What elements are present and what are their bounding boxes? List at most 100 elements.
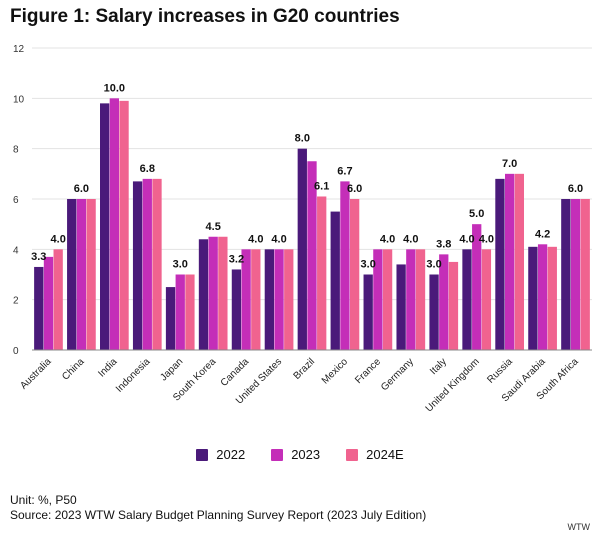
legend-label-2024e: 2024E: [366, 447, 404, 462]
bar-2022-saudi-arabia: [528, 246, 538, 350]
bar-2022-india: [100, 103, 110, 350]
bar-2024e-united-kingdom: [481, 249, 492, 350]
chart-legend: 2022 2023 2024E: [0, 447, 600, 462]
legend-swatch-2023: [271, 448, 284, 461]
source-note: Source: 2023 WTW Salary Budget Planning …: [10, 508, 427, 522]
bar-2023-germany: [406, 249, 416, 350]
data-label: 4.0: [403, 233, 418, 245]
data-label: 7.0: [502, 158, 517, 170]
data-label: 3.0: [361, 259, 376, 271]
data-label: 6.0: [74, 183, 89, 195]
data-label: 3.2: [229, 253, 244, 265]
bar-2023-united-states: [274, 249, 284, 350]
brand-mark: WTW: [567, 522, 591, 532]
bar-2023-south-africa: [570, 199, 581, 350]
data-label: 6.0: [568, 183, 583, 195]
y-tick-label: 8: [13, 145, 19, 156]
bar-2023-mexico: [340, 181, 350, 350]
bar-2022-united-kingdom: [462, 249, 472, 350]
bar-2022-france: [363, 274, 373, 350]
y-tick-label: 0: [13, 346, 19, 357]
bar-2022-germany: [396, 264, 406, 350]
bar-2023-brazil: [307, 161, 317, 350]
x-tick-label: France: [353, 356, 383, 386]
bar-2023-china: [76, 199, 87, 350]
data-label: 8.0: [295, 133, 310, 145]
bar-2024e-saudi-arabia: [547, 246, 557, 350]
bar-2023-france: [373, 249, 383, 350]
bar-2023-india: [109, 98, 120, 350]
x-tick-label: Indonesia: [114, 356, 153, 395]
bar-2022-brazil: [297, 148, 307, 350]
bar-2022-japan: [165, 287, 176, 350]
bar-2024e-canada: [251, 249, 261, 350]
bar-2024e-brazil: [317, 196, 327, 350]
x-tick-label: China: [60, 356, 87, 383]
bar-2023-indonesia: [142, 178, 152, 350]
bar-2023-saudi-arabia: [537, 244, 548, 350]
chart-title: Figure 1: Salary increases in G20 countr…: [10, 6, 400, 27]
x-tick-label: Mexico: [320, 356, 350, 386]
legend-item-2023: 2023: [271, 447, 320, 462]
legend-label-2023: 2023: [291, 447, 321, 462]
bar-2022-australia: [34, 266, 44, 350]
bar-2024e-france: [382, 249, 393, 350]
x-tick-label: Russia: [485, 356, 515, 386]
legend-swatch-2024e: [346, 448, 359, 461]
bar-2023-canada: [241, 249, 251, 350]
data-label: 3.0: [173, 259, 188, 271]
bar-2023-russia: [504, 173, 515, 350]
bar-2022-mexico: [330, 211, 340, 350]
data-label: 3.3: [31, 251, 46, 263]
bar-2023-australia: [43, 256, 54, 350]
bar-2023-italy: [439, 254, 449, 350]
bar-2024e-united-states: [284, 249, 294, 350]
data-label: 3.8: [436, 238, 451, 250]
bar-2023-south-korea: [208, 236, 218, 350]
bar-2024e-india: [119, 100, 129, 350]
bar-2024e-indonesia: [152, 178, 162, 350]
bar-2024e-russia: [514, 173, 524, 350]
y-tick-label: 12: [13, 44, 25, 55]
x-tick-label: Brazil: [292, 356, 317, 381]
bar-2024e-japan: [185, 274, 195, 350]
data-label: 6.8: [140, 163, 155, 175]
y-tick-label: 2: [13, 296, 19, 307]
bar-2024e-australia: [53, 249, 63, 350]
bar-2024e-south-korea: [218, 236, 228, 350]
legend-label-2022: 2022: [216, 447, 246, 462]
bar-2023-united-kingdom: [472, 224, 482, 350]
unit-note: Unit: %, P50: [10, 493, 77, 507]
bar-2024e-germany: [415, 249, 426, 350]
bar-2022-italy: [429, 274, 439, 350]
bar-2022-south-korea: [198, 239, 209, 350]
data-label: 4.0: [380, 233, 395, 245]
x-tick-label: Canada: [219, 356, 252, 389]
data-label: 4.0: [51, 233, 66, 245]
data-label: 4.0: [271, 233, 286, 245]
data-label: 6.1: [314, 180, 329, 192]
bar-2022-south-africa: [561, 199, 571, 350]
legend-item-2022: 2022: [196, 447, 245, 462]
data-label: 3.0: [426, 259, 441, 271]
x-tick-label: India: [96, 356, 119, 379]
data-label: 10.0: [104, 82, 125, 94]
data-label: 6.0: [347, 183, 362, 195]
bar-2023-japan: [175, 274, 185, 350]
x-tick-label: Italy: [428, 356, 449, 377]
bar-chart: 3.3 4.0 6.0 10.0 6.8 3.0 4.5 3.2 4.0 4.0 8.0 6.1 6.7…: [13, 44, 592, 414]
bar-2024e-china: [86, 199, 96, 350]
y-tick-label: 4: [13, 245, 19, 256]
y-tick-label: 10: [13, 94, 25, 105]
x-tick-label: Australia: [18, 356, 54, 392]
bar-2024e-italy: [448, 261, 459, 350]
bar-2022-russia: [495, 178, 505, 350]
bar-2022-indonesia: [132, 181, 143, 350]
x-tick-label: Japan: [158, 356, 185, 383]
x-tick-label: Germany: [379, 356, 416, 393]
bar-2024e-south-africa: [580, 199, 590, 350]
legend-swatch-2022: [196, 448, 209, 461]
data-label: 6.7: [337, 165, 352, 177]
data-label: 5.0: [469, 208, 484, 220]
bar-2022-canada: [231, 269, 242, 350]
